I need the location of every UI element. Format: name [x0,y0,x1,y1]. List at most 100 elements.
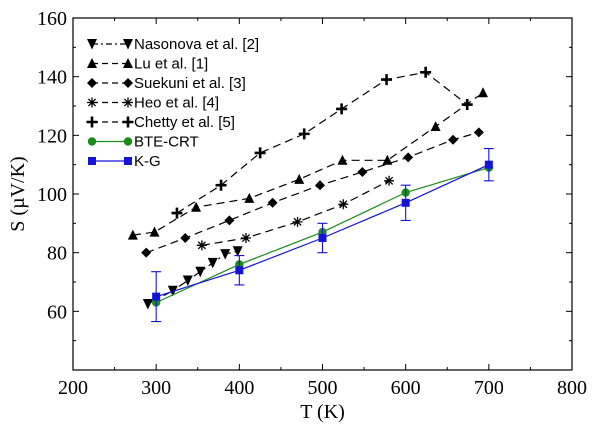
y-tick-label: 160 [37,8,67,30]
legend-entry-3-marker [123,78,133,88]
legend-entry-5-label: Chetty et al. [5] [134,114,235,131]
y-tick-label: 120 [37,125,67,147]
series-chetty-et-al-5-point [461,99,473,111]
series-lu-et-al-1-point-shape [382,154,393,165]
series-nasonova-et-al-2-point-shape [232,246,243,257]
series-chetty-et-al-5-point [381,74,393,86]
legend-entry-4-marker [87,97,97,108]
legend-entry-7-marker-shape [88,157,96,165]
legend-entry-3-marker-shape [123,78,133,88]
series-lu-et-al-1-point [478,87,489,98]
series-heo-et-al-4-point-shape [384,175,395,186]
legend-entry-6: BTE-CRT [87,134,199,151]
x-tick-label: 400 [224,377,254,399]
series-suekuni-et-al-3-point-shape [141,247,152,258]
series-heo-et-al-4-point [196,240,207,251]
series-nasonova-et-al-2-point-shape [195,266,206,278]
x-tick-label: 600 [391,377,421,399]
series-suekuni-et-al-3-point-shape [267,197,278,208]
series-nasonova-et-al-2-point [220,249,231,260]
series-chetty-et-al-5-line [176,71,468,214]
x-axis-title: T (K) [300,401,345,423]
series-chetty-et-al-5-point-shape [381,74,393,86]
series-k-g-point-shape [318,234,327,242]
series-suekuni-et-al-3-point [448,134,459,145]
series-nasonova-et-al-2-point [195,266,206,278]
series-k-g-point [401,198,410,207]
series-nasonova-et-al-2-point-shape [220,249,231,260]
legend-entry-7-marker [124,157,132,165]
series-chetty-et-al-5-point [215,179,227,191]
series-chetty-et-al-5-point [336,103,348,115]
series-suekuni-et-al-3-point-shape [224,215,235,226]
y-tick-label: 60 [47,301,67,323]
legend-entry-4-marker [123,97,133,108]
series-lu-et-al-1-point [191,201,202,212]
series-nasonova-et-al-2-point [182,275,193,287]
x-tick-label: 500 [308,377,338,399]
series-suekuni-et-al-3-point-shape [357,167,368,177]
series-chetty-et-al-5-point-shape [461,99,473,111]
series-suekuni-et-al-3-point [141,247,152,258]
legend-entry-2: Lu et al. [1] [87,56,208,73]
legend-entry-1: Nasonova et al. [2] [87,36,259,53]
series-k-g-point [152,292,161,301]
series-suekuni-et-al-3-point-shape [448,134,459,145]
legend-entry-5-marker-shape [86,116,98,128]
series-lu-et-al-1-point [127,229,138,240]
legend-entry-2-marker-shape [123,58,133,68]
legend-entry-5-marker [122,116,134,128]
series-chetty-et-al-5-point-shape [171,207,183,219]
series-k-g-point [235,266,244,275]
series-nasonova-et-al-2-point [232,246,243,257]
x-tick-label: 300 [141,377,171,399]
series-heo-et-al-4-point [292,216,303,227]
x-tick-label: 800 [557,377,587,399]
series-chetty-et-al-5-point [298,128,310,140]
x-tick-label: 200 [58,377,88,399]
legend-entry-2-marker-shape [87,58,97,68]
series-lu-et-al-1-point-shape [244,192,255,203]
legend-entry-3-label: Suekuni et al. [3] [134,75,246,92]
series-suekuni-et-al-3-point-shape [403,152,414,163]
x-tick-label: 700 [474,377,504,399]
series-k-g-point-shape [484,160,493,169]
series-chetty-et-al-5-point [171,207,183,219]
series-heo-et-al-4-point-shape [338,199,349,210]
legend-entry-1-label: Nasonova et al. [2] [134,36,259,53]
legend-entry-5: Chetty et al. [5] [86,114,235,131]
series-heo-et-al-4-point [240,233,251,243]
legend-entry-1-marker [123,39,133,50]
series-lu-et-al-1-point-shape [294,173,305,184]
series-suekuni-et-al-3-point-shape [473,127,484,138]
legend-entry-2-marker [87,58,97,68]
y-axis-title: S (µV/K) [7,156,29,231]
series-lu-et-al-1-point [382,154,393,165]
series-heo-et-al-4-point [338,199,349,210]
legend-entry-6-marker [123,137,133,146]
series-suekuni-et-al-3-point [224,215,235,226]
series-suekuni-et-al-3-point [315,180,326,191]
series-nasonova-et-al-2-line [147,250,238,305]
series-chetty-et-al-5-point [254,147,266,159]
series-nasonova-et-al-2-point [207,257,218,269]
series-lu-et-al-1-point-shape [430,121,441,132]
legend-entry-3: Suekuni et al. [3] [87,75,246,92]
legend-entry-1-marker [87,39,97,50]
series-lu-et-al-1-point [244,192,255,203]
series-suekuni-et-al-3-point [473,127,484,138]
series-lu-et-al-1-point-shape [127,229,138,240]
legend-entry-5-marker [86,116,98,128]
legend-entry-6-marker-shape [123,137,133,146]
legend-entry-4: Heo et al. [4] [87,95,219,112]
legend-entry-6-marker [87,137,97,146]
plot-area [127,66,494,323]
series-k-g-point-shape [152,292,161,301]
series-nasonova-et-al-2-point [142,299,153,310]
series-chetty-et-al-5-point-shape [298,128,310,140]
series-lu-et-al-1-point [149,226,160,237]
series-lu-et-al-1-point-shape [149,226,160,237]
series-lu-et-al-1-point [337,154,348,165]
series-heo-et-al-4-point-shape [292,216,303,227]
series-suekuni-et-al-3-point-shape [180,233,191,243]
